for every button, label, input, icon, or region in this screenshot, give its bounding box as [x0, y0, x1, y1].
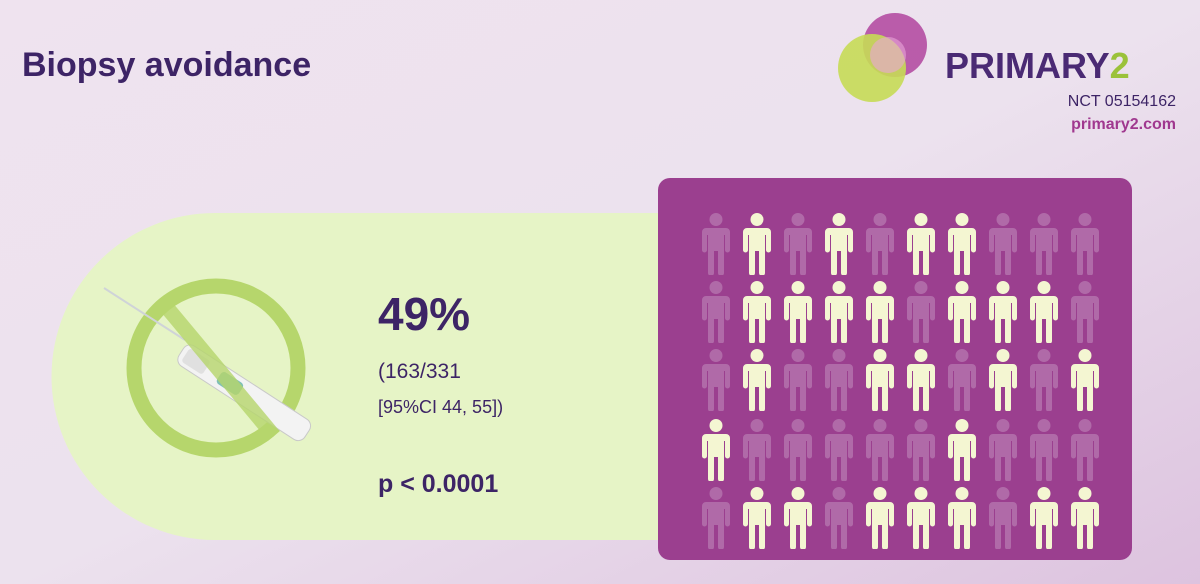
logo: PRIMARY2 NCT 05154162 primary2.com [838, 13, 1176, 133]
percentage: 49% [378, 288, 470, 340]
pictogram-panel [658, 178, 1132, 560]
logo-name-text: PRIMARY [945, 45, 1110, 86]
p-value: p < 0.0001 [378, 470, 498, 498]
ratio: (163/331 [378, 360, 461, 383]
confidence-interval: [95%CI 44, 55]) [378, 397, 503, 417]
logo-name: PRIMARY2 [945, 45, 1130, 86]
title: Biopsy avoidance [22, 46, 311, 84]
logo-number: 2 [1110, 45, 1130, 86]
website: primary2.com [1071, 116, 1176, 133]
trial-id: NCT 05154162 [1068, 93, 1176, 110]
result-band [51, 213, 701, 541]
no-biopsy-icon [103, 278, 312, 458]
